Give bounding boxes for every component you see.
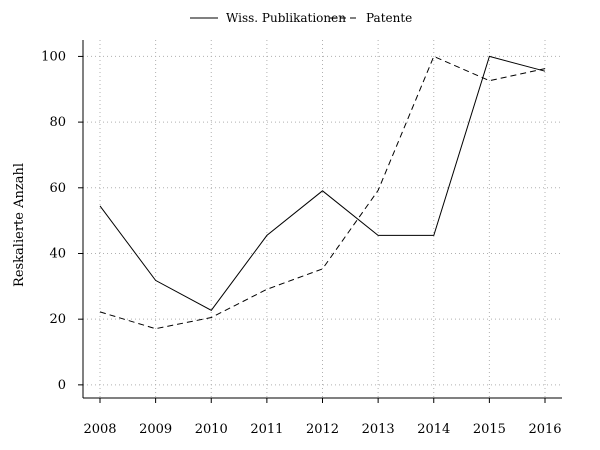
x-tick-label-2009: 2009 <box>139 422 172 437</box>
legend: Wiss. Publikationen Patente <box>190 11 412 25</box>
x-tick-label-2008: 2008 <box>83 422 116 437</box>
y-tick-label-100: 100 <box>41 49 66 64</box>
y-tick-label-20: 20 <box>49 312 66 327</box>
x-tick-label-2013: 2013 <box>362 422 395 437</box>
series-line-wiss-publikationen <box>99 55 546 311</box>
legend-label-wiss-publikationen: Wiss. Publikationen <box>226 11 346 25</box>
legend-label-patente: Patente <box>366 11 412 25</box>
axes: 0 20 40 60 80 100 2008 2009 2010 2011 2012 2013 2014… <box>41 40 562 437</box>
y-tick-label-40: 40 <box>49 246 66 261</box>
y-tick-label-60: 60 <box>49 181 66 196</box>
y-axis-title: Reskalierte Anzahl <box>12 163 27 287</box>
y-tick-label-80: 80 <box>49 115 66 130</box>
x-tick-label-2014: 2014 <box>417 422 450 437</box>
series-group <box>99 55 546 330</box>
x-tick-label-2015: 2015 <box>473 422 506 437</box>
y-tick-label-0: 0 <box>58 378 66 393</box>
grid <box>83 40 562 398</box>
x-tick-label-2016: 2016 <box>528 422 561 437</box>
x-tick-label-2010: 2010 <box>195 422 228 437</box>
x-tick-label-2011: 2011 <box>250 422 283 437</box>
x-tick-label-2012: 2012 <box>306 422 339 437</box>
